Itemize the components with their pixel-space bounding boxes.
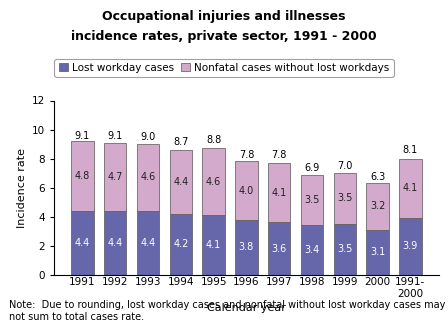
Bar bbox=[366, 230, 389, 275]
Text: 6.3: 6.3 bbox=[370, 172, 385, 182]
Text: Note:  Due to rounding, lost workday cases and nonfatal without lost workday cas: Note: Due to rounding, lost workday case… bbox=[9, 300, 445, 322]
Bar bbox=[399, 158, 422, 218]
Bar bbox=[104, 143, 126, 211]
Bar bbox=[366, 183, 389, 230]
Bar bbox=[334, 224, 356, 275]
Text: 8.7: 8.7 bbox=[173, 137, 189, 147]
Bar bbox=[170, 214, 192, 275]
Text: 6.9: 6.9 bbox=[304, 163, 319, 173]
Text: 4.4: 4.4 bbox=[173, 177, 189, 187]
Bar bbox=[137, 211, 159, 275]
Text: 3.2: 3.2 bbox=[370, 201, 385, 211]
Y-axis label: Incidence rate: Incidence rate bbox=[17, 148, 27, 227]
Text: 4.4: 4.4 bbox=[140, 238, 155, 248]
Text: 8.8: 8.8 bbox=[206, 135, 221, 145]
Bar bbox=[104, 211, 126, 275]
Text: 4.2: 4.2 bbox=[173, 239, 189, 249]
Text: 3.8: 3.8 bbox=[239, 242, 254, 252]
Text: 4.1: 4.1 bbox=[403, 183, 418, 193]
Bar bbox=[202, 148, 225, 215]
Text: 9.1: 9.1 bbox=[108, 131, 123, 141]
Text: 4.4: 4.4 bbox=[75, 238, 90, 248]
Bar bbox=[235, 161, 258, 219]
Text: 9.1: 9.1 bbox=[75, 131, 90, 141]
Bar bbox=[235, 219, 258, 275]
Text: 7.8: 7.8 bbox=[239, 150, 254, 160]
Bar bbox=[268, 222, 290, 275]
Text: 3.9: 3.9 bbox=[403, 242, 418, 251]
Bar bbox=[71, 141, 94, 211]
Text: 4.8: 4.8 bbox=[75, 171, 90, 181]
Text: 7.0: 7.0 bbox=[337, 161, 353, 171]
Text: 7.8: 7.8 bbox=[271, 150, 287, 160]
Text: 9.0: 9.0 bbox=[140, 132, 155, 142]
Text: 4.1: 4.1 bbox=[206, 240, 221, 250]
Text: 8.1: 8.1 bbox=[403, 145, 418, 155]
Text: 4.1: 4.1 bbox=[271, 188, 287, 198]
Bar bbox=[202, 215, 225, 275]
Text: Occupational injuries and illnesses: Occupational injuries and illnesses bbox=[102, 10, 346, 23]
Text: incidence rates, private sector, 1991 - 2000: incidence rates, private sector, 1991 - … bbox=[71, 30, 377, 43]
Text: 3.1: 3.1 bbox=[370, 247, 385, 257]
Text: 3.5: 3.5 bbox=[337, 244, 353, 254]
Text: 3.5: 3.5 bbox=[304, 195, 320, 205]
X-axis label: Calendar year: Calendar year bbox=[207, 303, 286, 313]
Text: 3.6: 3.6 bbox=[271, 244, 287, 254]
Text: 4.4: 4.4 bbox=[108, 238, 123, 248]
Text: 4.6: 4.6 bbox=[206, 177, 221, 187]
Bar bbox=[268, 163, 290, 222]
Bar bbox=[170, 150, 192, 214]
Text: 4.6: 4.6 bbox=[140, 173, 155, 183]
Text: 4.0: 4.0 bbox=[239, 186, 254, 196]
Bar bbox=[137, 144, 159, 211]
Bar bbox=[399, 218, 422, 275]
Bar bbox=[71, 211, 94, 275]
Text: 3.4: 3.4 bbox=[304, 245, 319, 255]
Text: 3.5: 3.5 bbox=[337, 194, 353, 203]
Bar bbox=[301, 175, 323, 225]
Legend: Lost workday cases, Nonfatal cases without lost workdays: Lost workday cases, Nonfatal cases witho… bbox=[55, 59, 393, 77]
Bar bbox=[301, 225, 323, 275]
Bar bbox=[334, 173, 356, 224]
Text: 4.7: 4.7 bbox=[108, 172, 123, 182]
